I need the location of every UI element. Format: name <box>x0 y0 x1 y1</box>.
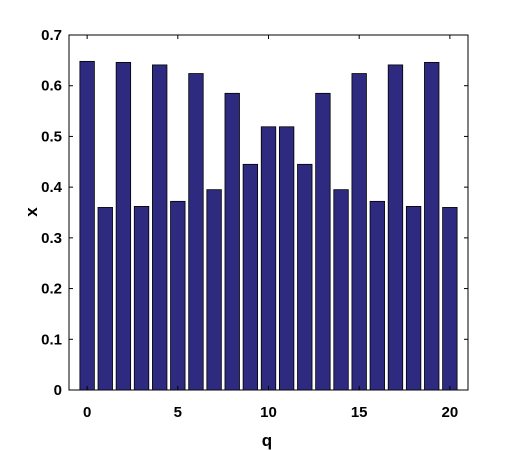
x-axis-ticks: 0 5 10 15 20 <box>83 35 458 421</box>
x-tick-label: 20 <box>442 404 459 421</box>
bar-q-18 <box>405 206 422 391</box>
bar-q-14 <box>333 189 349 391</box>
bar-q-5 <box>170 200 186 391</box>
y-tick-label: 0.4 <box>41 179 63 196</box>
bar-q-17 <box>387 64 404 391</box>
bar-q-13 <box>315 92 331 391</box>
bar-q-6 <box>188 73 204 391</box>
bar-q-19 <box>424 61 440 391</box>
bar-q-10 <box>260 126 277 391</box>
bar-q-9 <box>242 163 259 391</box>
x-tick-label: 5 <box>174 404 182 421</box>
y-axis-label: x <box>22 207 41 217</box>
bar-q-20 <box>442 207 458 391</box>
bar-q-11 <box>278 126 295 391</box>
y-tick-label: 0.5 <box>41 128 62 145</box>
bar-q-8 <box>224 92 240 391</box>
bar-q-12 <box>297 163 313 391</box>
bar-q-4 <box>152 64 168 391</box>
bars-group <box>79 60 458 391</box>
bar-q-16 <box>369 200 385 391</box>
y-tick-label: 0.3 <box>41 230 62 247</box>
x-axis-label: q <box>262 431 272 450</box>
bar-q-1 <box>97 207 113 391</box>
bar-q-0 <box>79 60 95 391</box>
bar-q-7 <box>206 189 222 391</box>
x-tick-label: 10 <box>260 404 277 421</box>
y-tick-label: 0 <box>54 382 62 399</box>
y-axis-ticks: 0 0.1 0.2 0.3 0.4 0.5 0.6 0.7 <box>41 27 468 399</box>
bar-q-2 <box>115 61 132 391</box>
y-tick-label: 0.7 <box>41 27 62 44</box>
y-tick-label: 0.2 <box>41 281 62 298</box>
x-tick-label: 0 <box>83 404 91 421</box>
y-tick-label: 0.1 <box>41 331 62 348</box>
bar-q-3 <box>133 206 150 391</box>
bar-q-15 <box>351 73 367 391</box>
y-tick-label: 0.6 <box>41 78 62 95</box>
x-tick-label: 15 <box>351 404 368 421</box>
